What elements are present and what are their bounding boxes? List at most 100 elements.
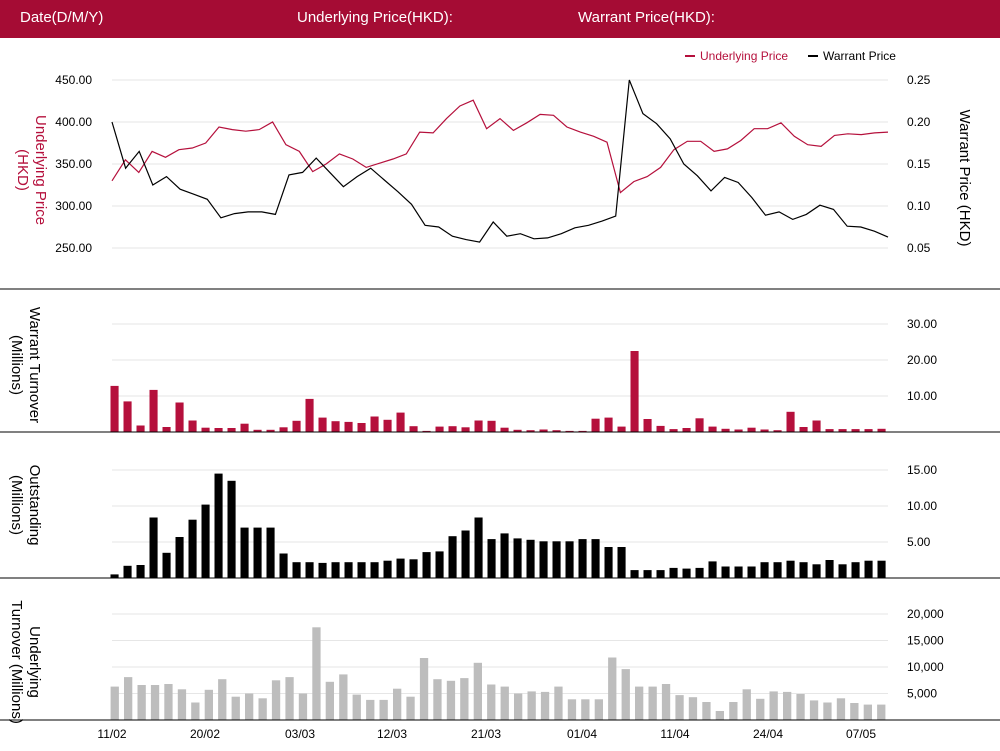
warrant-turnover-bar [617, 426, 626, 432]
warrant-price-line [111, 79, 889, 243]
underlying-turnover-bar [661, 684, 671, 720]
warrant-turnover-bar [123, 401, 132, 432]
right-axis-tick-label: 0.05 [907, 241, 931, 255]
underlying-turnover-bar [191, 702, 200, 720]
left-axis-tick-label: 300.00 [55, 199, 92, 213]
underlying-turnover-bar [393, 688, 402, 720]
warrant-turnover-bar [669, 429, 678, 432]
warrant-turnover-bar [422, 430, 431, 432]
x-tick-label: 01/04 [567, 727, 597, 741]
warrant-turnover-bar [162, 427, 171, 432]
outstanding-bar [136, 565, 145, 578]
x-tick-label: 03/03 [285, 727, 315, 741]
outstanding-bar [266, 527, 275, 578]
warrant-turnover-bar [552, 430, 561, 432]
left-axis-tick-label: 350.00 [55, 157, 92, 171]
outstanding-bar [344, 562, 353, 578]
underlying-turnover-bar [218, 679, 227, 720]
warrant-turnover-bar [461, 427, 470, 432]
x-tick-label: 11/04 [660, 727, 689, 741]
warrant-turnover-bar [565, 430, 574, 432]
outstanding-bar [214, 473, 223, 578]
warrant-turnover-bar [227, 428, 236, 432]
underlying-turnover-bar [124, 677, 133, 720]
right-axis-tick-label: 0.25 [907, 73, 931, 87]
warrant-turnover-bar [799, 427, 808, 432]
underlying-price-label: Underlying Price(HKD): [297, 9, 453, 26]
underlying-turnover-bar [836, 698, 846, 720]
underlying-turnover-bar [554, 686, 563, 720]
underlying-turnover-bar [608, 657, 617, 720]
outstanding-bar [643, 570, 652, 578]
legend-warrant-label: Warrant Price [823, 49, 896, 63]
underlying-turnover-bar [756, 698, 765, 720]
warrant-turnover-bar [786, 411, 795, 432]
underlying-turnover-axis-title-line2: Turnover (Millions) [8, 600, 25, 724]
outstanding-bar [149, 517, 158, 578]
left-axis-tick-label: 400.00 [55, 115, 92, 129]
underlying-turnover-bar [150, 685, 160, 720]
underlying-turnover-bar [796, 694, 805, 720]
right-axis-tick-label: 0.15 [907, 157, 931, 171]
warrant-turnover-bar [136, 425, 145, 432]
warrant-turnover-bar [396, 412, 405, 432]
right-axis-tick-label: 0.10 [907, 199, 931, 213]
x-tick-label: 20/02 [190, 727, 220, 741]
underlying-turnover-bar [540, 691, 550, 720]
outstanding-bar [279, 553, 288, 578]
outstanding-bar [487, 539, 496, 578]
outstanding-bar [747, 566, 756, 578]
underlying-turnover-bar [648, 686, 657, 720]
x-tick-label: 11/02 [97, 727, 126, 741]
outstanding-bar [474, 517, 483, 578]
outstanding-bar [669, 567, 678, 578]
outstanding-bar [396, 558, 405, 578]
underlying-turnover-bar [850, 703, 859, 720]
warrant-turnover-bar [760, 429, 769, 432]
legend-underlying-label: Underlying Price [700, 49, 788, 63]
underlying-turnover-bar [204, 689, 213, 720]
underlying-turnover-bar [823, 702, 832, 720]
outstanding-bar [539, 541, 548, 578]
outstanding-bar [253, 527, 262, 578]
underlying-turnover-tick-label: 5,000 [907, 687, 937, 701]
underlying-turnover-bar [285, 677, 294, 720]
warrant-turnover-bar [591, 418, 600, 432]
underlying-turnover-bar [783, 691, 792, 720]
outstanding-bar [162, 552, 171, 578]
warrant-turnover-bar [695, 418, 704, 432]
warrant-turnover-bar [188, 420, 197, 432]
outstanding-bar [201, 504, 210, 578]
outstanding-bar [721, 566, 730, 578]
underlying-turnover-bar [164, 684, 173, 720]
underlying-turnover-bar [729, 702, 738, 720]
underlying-turnover-bar [514, 693, 523, 720]
outstanding-bar [526, 539, 535, 578]
underlying-turnover-tick-label: 20,000 [907, 607, 944, 621]
underlying-turnover-bar [245, 693, 254, 720]
warrant-turnover-bar [747, 427, 756, 432]
underlying-turnover-bar [312, 627, 321, 721]
warrant-turnover-bar [279, 427, 288, 432]
outstanding-bar [682, 568, 691, 578]
warrant-turnover-bar [474, 420, 483, 432]
outstanding-bar [812, 564, 821, 578]
outstanding-bar [851, 562, 860, 578]
outstanding-bar [110, 574, 119, 578]
warrant-turnover-bar [500, 427, 509, 432]
outstanding-bar [734, 566, 743, 578]
warrant-turnover-bar [201, 427, 210, 432]
outstanding-tick-label: 10.00 [907, 499, 937, 513]
warrant-turnover-bar [305, 398, 314, 432]
outstanding-bar [422, 552, 431, 578]
underlying-turnover-bar [688, 697, 698, 720]
outstanding-bar [318, 562, 327, 578]
outstanding-bar [331, 562, 340, 578]
right-axis-tick-label: 0.20 [907, 115, 931, 129]
warrant-turnover-bar [643, 419, 652, 432]
outstanding-bar [838, 564, 847, 578]
outstanding-bar [357, 562, 366, 578]
x-tick-label: 07/05 [846, 727, 876, 741]
outstanding-bar [435, 551, 444, 578]
outstanding-bar [240, 527, 249, 578]
